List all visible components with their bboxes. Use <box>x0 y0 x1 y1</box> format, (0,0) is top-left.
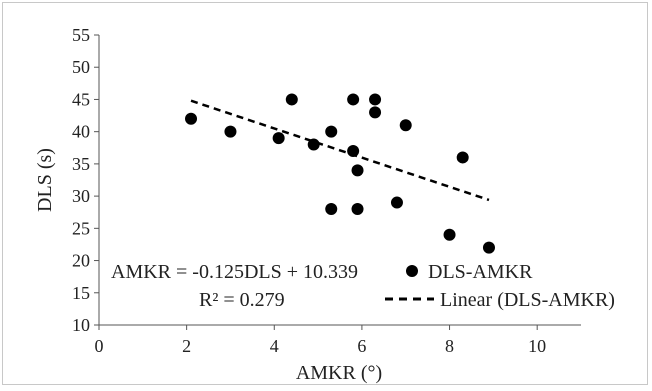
data-point <box>369 106 382 119</box>
legend-label-scatter: DLS-AMKR <box>428 261 533 283</box>
data-point <box>347 145 360 157</box>
y-tick-label: 55 <box>72 25 90 45</box>
data-point <box>307 138 320 151</box>
legend-label-trendline: Linear (DLS-AMKR) <box>440 289 615 311</box>
data-point <box>325 125 338 138</box>
data-point <box>325 203 338 215</box>
y-tick-label: 20 <box>72 251 90 271</box>
y-axis-label: DLS (s) <box>34 148 56 212</box>
data-point <box>399 119 412 132</box>
data-point <box>351 203 364 215</box>
r-squared-label: R² = 0.279 <box>199 289 285 311</box>
regression-equation: AMKR = -0.125DLS + 10.339 <box>111 261 358 283</box>
data-point <box>347 93 360 106</box>
data-point <box>390 196 403 209</box>
x-tick-label: 8 <box>445 336 454 356</box>
y-tick-label: 25 <box>72 218 90 238</box>
x-tick-label: 6 <box>357 336 366 356</box>
axes: 10 15 20 25 30 35 40 45 50 55 0 2 4 6 8 10 <box>72 25 581 356</box>
y-tick-label: 35 <box>72 154 90 174</box>
x-tick-label: 10 <box>528 336 546 356</box>
data-point <box>443 228 456 241</box>
y-tick-label: 10 <box>72 315 90 335</box>
y-tick-label: 15 <box>72 283 90 303</box>
scatter-chart: 10 15 20 25 30 35 40 45 50 55 0 2 4 6 8 10 AMKR = -0.12… <box>34 25 615 384</box>
data-point <box>272 132 285 145</box>
y-tick-label: 30 <box>72 186 90 206</box>
data-point <box>482 241 495 254</box>
data-point <box>456 151 469 164</box>
data-point <box>369 93 382 106</box>
y-tick-label: 45 <box>72 89 90 109</box>
x-tick-label: 4 <box>270 336 279 356</box>
trendline <box>190 99 490 202</box>
legend: DLS-AMKR Linear (DLS-AMKR) <box>385 261 615 311</box>
points-layer <box>185 93 495 254</box>
data-point <box>351 164 364 177</box>
trendline-layer <box>190 99 490 202</box>
data-point <box>285 93 298 106</box>
legend-marker-scatter <box>406 265 418 277</box>
y-tick-label: 50 <box>72 57 90 77</box>
y-tick-label: 40 <box>72 122 90 142</box>
data-point <box>185 112 198 125</box>
chart-frame: 10 15 20 25 30 35 40 45 50 55 0 2 4 6 8 10 AMKR = -0.12… <box>2 2 648 385</box>
data-point <box>224 125 237 138</box>
x-tick-label: 2 <box>182 336 191 356</box>
x-tick-label: 0 <box>95 336 104 356</box>
x-axis-label: AMKR (°) <box>296 362 382 384</box>
